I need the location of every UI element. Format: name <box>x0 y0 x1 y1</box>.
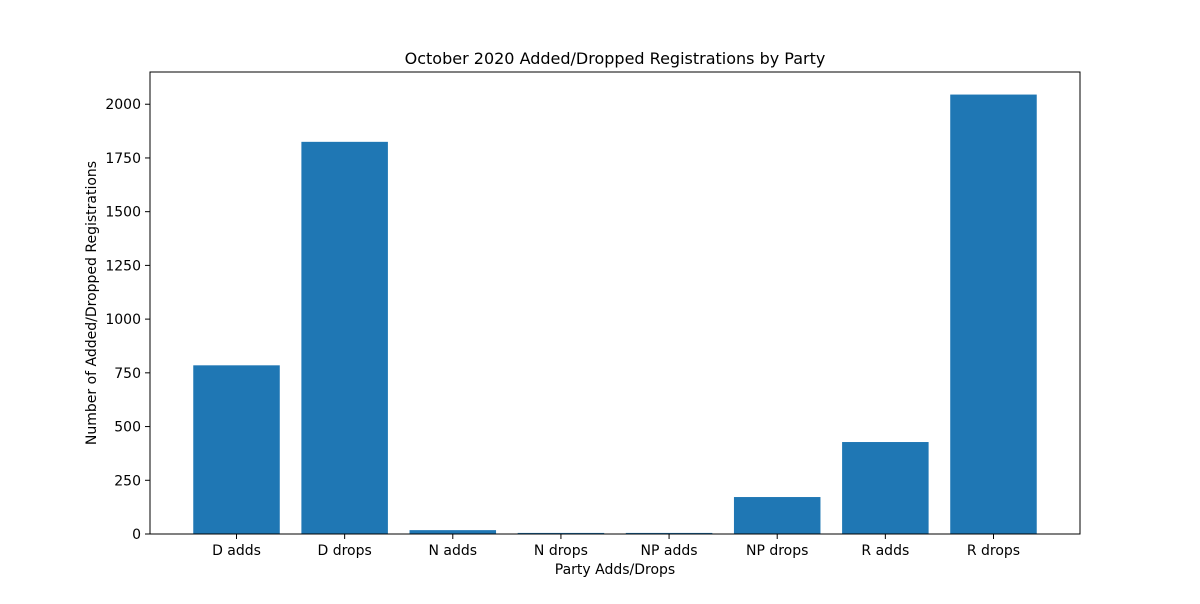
x-axis-label: Party Adds/Drops <box>555 562 675 578</box>
bar <box>193 365 280 534</box>
y-tick-label: 0 <box>132 527 141 543</box>
bar <box>842 442 929 534</box>
x-tick-label: N drops <box>534 543 588 559</box>
x-tick-label: NP drops <box>746 543 808 559</box>
y-tick-label: 1250 <box>105 258 141 274</box>
x-tick-label: NP adds <box>641 543 698 559</box>
y-axis-label: Number of Added/Dropped Registrations <box>84 161 100 445</box>
plot-frame <box>149 71 1081 535</box>
x-tick-label: R adds <box>861 543 909 559</box>
y-tick-label: 250 <box>114 473 141 489</box>
bar <box>950 94 1037 534</box>
y-tick-label: 1500 <box>105 205 141 221</box>
x-tick-label: D adds <box>212 543 261 559</box>
y-ticks-layer: 0 250 500 750 1000 1250 1500 1750 2000 <box>105 97 150 543</box>
x-ticks-layer: D adds D drops N adds N drops NP adds NP drop… <box>212 534 1020 559</box>
bar <box>301 141 388 534</box>
y-tick-label: 1750 <box>105 151 141 167</box>
bars-layer <box>193 94 1037 534</box>
bar <box>733 497 821 534</box>
y-tick-label: 1000 <box>105 312 141 328</box>
x-tick-label: R drops <box>967 543 1020 559</box>
y-tick-label: 500 <box>114 420 141 436</box>
x-tick-label: D drops <box>317 543 371 559</box>
bar <box>625 532 713 534</box>
bar <box>517 532 605 534</box>
y-tick-label: 750 <box>114 366 141 382</box>
x-tick-label: N adds <box>429 543 478 559</box>
bar <box>409 530 497 534</box>
y-tick-label: 2000 <box>105 97 141 113</box>
chart-title: October 2020 Added/Dropped Registrations… <box>405 49 826 68</box>
